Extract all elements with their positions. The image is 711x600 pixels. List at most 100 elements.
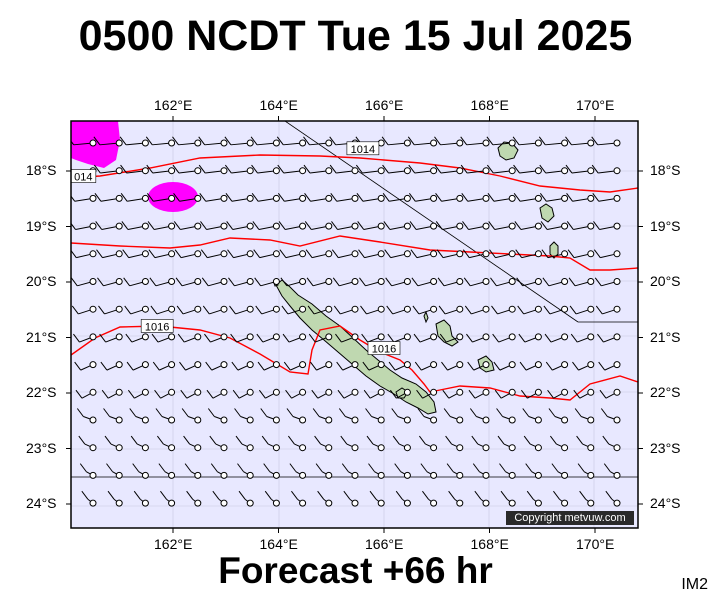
lon-label-bottom: 166°E [365,536,404,552]
lat-label-left: 20°S [26,273,57,289]
wind-barb [569,305,595,315]
wind-barb [519,361,542,371]
wind-barb [388,361,411,371]
wind-barb [523,435,542,452]
wind-barb [573,388,595,399]
wind-barb [94,192,123,202]
wind-barb [574,408,595,424]
wind-barb [76,408,97,424]
wind-barb [73,333,97,343]
wind-barb [122,249,149,259]
wind-barb [514,221,542,230]
wind-barb [384,249,411,259]
wind-barb [516,277,542,287]
wind-barb [229,305,254,315]
wind-barb [71,222,97,230]
wind-barb [234,408,254,424]
wind-barb [281,305,307,315]
wind-barb [96,249,123,259]
wind-barb [539,164,569,175]
vanuatu-tanna [549,241,559,259]
wind-barb [394,463,411,479]
wind-barb [565,136,595,147]
wind-barb [179,361,202,371]
wind-barb [513,164,542,175]
wind-barb [443,408,464,424]
wind-barb [542,277,569,287]
wind-barb [391,408,411,424]
wind-barb [358,249,385,259]
wind-barb [410,249,438,259]
wind-barb [487,192,516,202]
lat-label-right: 22°S [650,384,681,400]
wind-barb [278,221,307,230]
wind-barb [494,388,516,399]
wind-barb [151,333,176,343]
wind-barb [472,463,490,479]
wind-barb [343,490,359,507]
lat-label-left: 21°S [26,328,57,345]
wind-barb [160,490,176,507]
wind-barb [230,333,254,343]
wind-barb [98,305,123,315]
wind-barb [177,333,202,343]
wind-barb [317,490,333,507]
wind-barb [283,361,307,371]
wind-barb [520,388,542,399]
wind-barb [490,277,516,287]
lon-label-top: 170°E [576,97,615,113]
wind-barb [303,136,333,147]
wind-barb [238,490,254,507]
wind-barb [526,490,542,507]
lat-label-right: 23°S [650,439,681,456]
wind-barb [592,192,621,202]
wind-barb [539,192,569,202]
wind-barb [551,463,569,479]
wind-barb [103,408,123,424]
wind-barb [282,333,307,343]
wind-barb [468,388,490,399]
wind-barb [436,249,464,259]
wind-barb [335,333,359,343]
isobar-label-text: 1016 [145,321,169,333]
wind-barb [492,333,516,343]
wind-barb [434,136,464,147]
wind-barb [382,164,411,175]
wind-barb [123,277,149,287]
wind-barb [285,388,307,399]
wind-barb [489,249,516,259]
wind-barb [125,333,149,343]
wind-barb [107,490,123,507]
wind-barb [173,221,202,230]
wind-barb [126,361,149,371]
wind-barb [289,463,307,479]
wind-barb [286,408,307,424]
wind-barb [460,164,490,175]
wind-barb [333,305,359,315]
isobar-label: 1016 [140,319,174,333]
wind-barb [544,333,569,343]
wind-barb [547,388,569,399]
wind-barb [565,164,595,175]
wind-barb [75,388,97,399]
wind-barb [95,221,123,230]
wind-barb [408,164,438,175]
wind-barb [572,361,595,371]
wind-barb [97,277,123,287]
wind-barb [474,490,490,507]
wind-barb [368,463,385,479]
wind-barb [602,435,621,452]
wind-barb [467,361,490,371]
isobar-label: 1016 [367,341,401,356]
lat-label-right: 20°S [650,273,681,289]
wind-barb [493,361,516,371]
wind-barb [224,136,254,147]
wind-barb [566,221,595,230]
wind-barb [186,490,202,507]
wind-barb [567,249,595,259]
wind-barb [392,435,411,452]
wind-barb [305,249,333,259]
wind-barb [254,277,280,287]
wind-barb [228,277,254,287]
